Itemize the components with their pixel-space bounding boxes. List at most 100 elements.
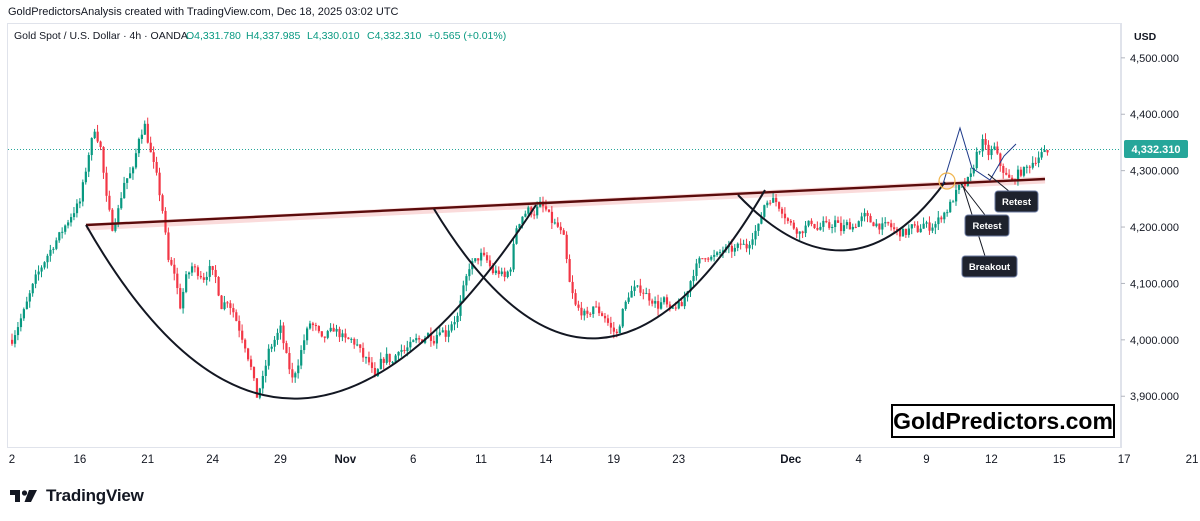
x-tick-label-5: Nov (334, 454, 356, 466)
candle-body (598, 306, 601, 314)
candle-body (497, 270, 500, 275)
candle-325 (969, 167, 972, 182)
candle-348 (1037, 151, 1040, 168)
candle-270 (807, 220, 810, 228)
candle-68 (211, 265, 214, 276)
candle-30 (99, 140, 102, 151)
candle-body (565, 234, 568, 260)
candle-body (769, 202, 772, 204)
candle-281 (839, 216, 843, 236)
candle-body (270, 346, 273, 349)
candle-body (536, 206, 539, 216)
candle-body (792, 222, 795, 229)
candle-body (16, 327, 20, 336)
candle-19 (67, 219, 70, 229)
candle-body (898, 229, 902, 237)
plot-border (7, 23, 1121, 448)
candle-body (323, 336, 326, 338)
candle-175 (527, 205, 530, 216)
candle-body (660, 302, 663, 309)
x-tick-label-13: 9 (923, 454, 929, 466)
candle-body (556, 222, 559, 227)
candle-142 (429, 327, 433, 347)
candle-body (695, 263, 698, 276)
candle-body (851, 226, 854, 230)
candle-body (928, 222, 931, 231)
candle-25 (84, 167, 87, 185)
candle-100 (306, 326, 309, 345)
candle-body (229, 303, 232, 309)
candle-body (96, 131, 99, 142)
candle-body (636, 285, 639, 287)
candle-body (848, 222, 851, 230)
candle-59 (185, 271, 188, 294)
candle-body (61, 231, 64, 233)
candle-body (748, 244, 751, 249)
cup-arc-1 (85, 204, 537, 400)
retest-1-callout (964, 214, 1010, 237)
candle-body (453, 322, 456, 325)
price-axis[interactable]: 4,500.000 4,400.000 4,300.000 4,200.000 4,10… (1121, 53, 1179, 403)
candle-body (137, 138, 141, 154)
candle-51 (161, 193, 164, 214)
candle-body (196, 267, 200, 276)
candle-body (81, 182, 84, 202)
candle-28 (93, 128, 96, 140)
last-price-badge (1124, 140, 1188, 158)
candle-265 (792, 219, 795, 230)
candle-285 (851, 223, 854, 233)
candle-body (952, 201, 955, 203)
ohlc-open: O4,331.780 (186, 30, 241, 42)
candle-168 (506, 270, 509, 279)
candle-159 (480, 248, 483, 267)
candle-22 (75, 199, 79, 218)
candle-body (308, 323, 312, 329)
candle-327 (975, 147, 978, 170)
candle-body (571, 281, 574, 294)
candle-249 (745, 238, 748, 253)
candle-23 (78, 198, 82, 209)
candle-body (367, 357, 371, 363)
candle-219 (657, 294, 660, 316)
candle-body (1046, 150, 1049, 153)
candle-body (350, 338, 353, 340)
candle-112 (341, 329, 344, 342)
candle-body (630, 290, 633, 298)
time-axis[interactable]: 2 16 21 24 29 Nov 6 11 14 19 23 Dec 4 9 12 15 17 21 (9, 454, 1199, 466)
candle-235 (704, 257, 707, 262)
candle-body (1043, 150, 1046, 153)
candle-body (710, 256, 713, 260)
candle-body (491, 266, 495, 274)
candle-body (742, 243, 745, 245)
candle-body (668, 304, 672, 308)
candle-89 (273, 336, 276, 352)
candle-99 (303, 334, 306, 354)
ohlc-change: +0.565 (+0.01%) (428, 30, 506, 42)
candle-body (907, 228, 910, 235)
candle-88 (270, 343, 273, 353)
chart[interactable]: Gold Spot / U.S. Dollar · 4h · OANDA O4,… (0, 22, 1200, 472)
candle-body (409, 341, 412, 348)
candle-body (480, 252, 483, 261)
tradingview-logo[interactable]: TradingView (10, 486, 144, 506)
candle-body (170, 259, 173, 265)
candle-280 (837, 216, 840, 223)
candle-166 (500, 267, 503, 277)
candle-326 (972, 164, 975, 177)
candle-body (462, 285, 465, 301)
candle-body (657, 301, 660, 309)
candle-body (341, 333, 344, 338)
candle-223 (668, 301, 672, 312)
candle-11 (43, 261, 46, 270)
candle-164 (494, 265, 497, 276)
candle-body (896, 229, 899, 231)
candle-136 (412, 339, 415, 343)
candle-body (134, 153, 138, 168)
candle-154 (465, 273, 468, 292)
candle-body (1028, 166, 1031, 168)
x-tick-label-16: 17 (1118, 454, 1131, 466)
candle-245 (733, 244, 736, 257)
candle-102 (311, 321, 315, 332)
candle-body (521, 216, 524, 225)
candle-85 (261, 370, 264, 394)
